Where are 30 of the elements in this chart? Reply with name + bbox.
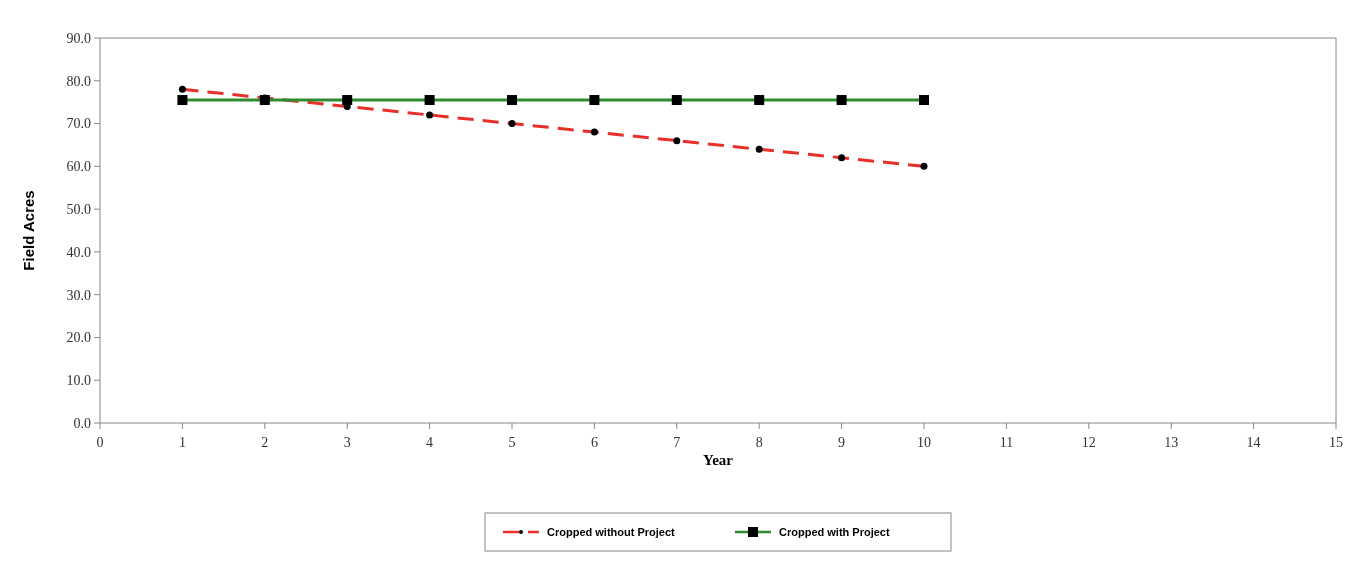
x-tick-label: 9 bbox=[838, 435, 846, 450]
x-tick-label: 10 bbox=[917, 435, 931, 450]
y-tick-label: 10.0 bbox=[66, 373, 91, 389]
y-tick-label: 40.0 bbox=[66, 244, 91, 260]
x-tick-label: 1 bbox=[178, 435, 186, 450]
legend-label: Cropped with Project bbox=[779, 525, 890, 538]
x-axis-title: Year bbox=[703, 452, 734, 468]
x-tick-label: 15 bbox=[1329, 435, 1343, 450]
x-tick-label: 8 bbox=[755, 435, 763, 450]
y-tick-label: 80.0 bbox=[66, 73, 91, 89]
x-tick-label: 3 bbox=[343, 435, 351, 450]
x-tick-label: 4 bbox=[426, 435, 434, 450]
y-tick-label: 70.0 bbox=[66, 116, 91, 132]
y-axis-title: Field Acres bbox=[20, 190, 37, 271]
y-tick-label: 30.0 bbox=[66, 287, 91, 303]
y-tick-label: 60.0 bbox=[66, 159, 91, 175]
x-tick-label: 7 bbox=[673, 435, 681, 450]
x-tick-label: 0 bbox=[96, 435, 104, 450]
y-tick-label: 0.0 bbox=[73, 415, 91, 431]
y-tick-label: 20.0 bbox=[66, 330, 91, 346]
x-tick-label: 12 bbox=[1081, 435, 1096, 450]
x-tick-label: 6 bbox=[590, 435, 598, 450]
x-tick-label: 13 bbox=[1164, 435, 1179, 450]
x-tick-label: 11 bbox=[999, 435, 1014, 450]
y-tick-label: 90.0 bbox=[66, 30, 91, 46]
y-tick-label: 50.0 bbox=[66, 202, 91, 218]
legend-label: Cropped without Project bbox=[547, 525, 676, 538]
x-tick-label: 14 bbox=[1246, 435, 1261, 450]
x-tick-label: 5 bbox=[508, 435, 516, 450]
x-tick-label: 2 bbox=[261, 435, 269, 450]
